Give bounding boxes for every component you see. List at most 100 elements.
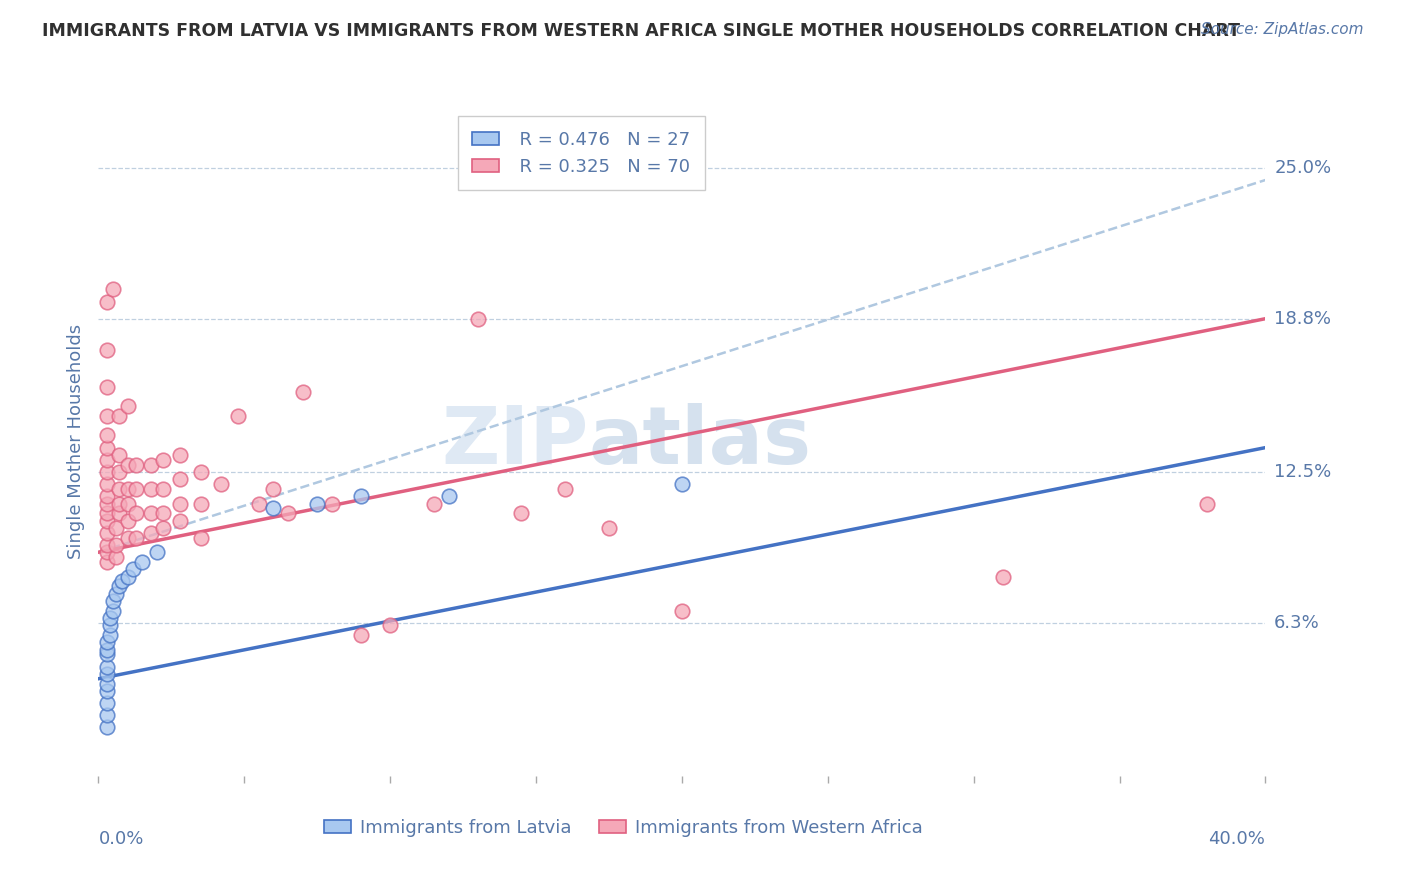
Point [101,594,124,608]
Point [96,659,118,673]
Point [190,497,212,511]
Point [307,497,329,511]
Point [125,506,148,520]
Point [117,569,139,583]
Point [423,497,446,511]
Point [111,574,134,589]
Point [96,708,118,723]
Point [117,399,139,413]
Point [96,441,118,455]
Text: IMMIGRANTS FROM LATVIA VS IMMIGRANTS FROM WESTERN AFRICA SINGLE MOTHER HOUSEHOLD: IMMIGRANTS FROM LATVIA VS IMMIGRANTS FRO… [42,22,1240,40]
Point [125,482,148,496]
Point [169,514,191,528]
Point [291,384,314,399]
Point [467,311,489,326]
Point [96,648,118,662]
Point [96,465,118,479]
Point [671,604,693,618]
Point [139,525,162,540]
Text: 6.3%: 6.3% [1274,614,1320,632]
Point [117,482,139,496]
Point [101,604,124,618]
Point [152,452,174,467]
Point [262,501,284,516]
Point [98,611,121,625]
Text: 0.0%: 0.0% [98,830,143,847]
Point [228,409,250,423]
Point [108,579,131,593]
Point [146,545,169,559]
Point [152,506,174,520]
Point [117,497,139,511]
Point [96,343,118,358]
Point [169,497,191,511]
Point [598,521,620,535]
Point [350,489,373,503]
Point [139,506,162,520]
Point [96,409,118,423]
Text: ZIP: ZIP [441,402,589,481]
Point [169,448,191,462]
Text: 25.0%: 25.0% [1274,159,1331,177]
Point [117,531,139,545]
Point [991,569,1014,583]
Point [437,489,460,503]
Point [96,452,118,467]
Y-axis label: Single Mother Households: Single Mother Households [66,324,84,559]
Point [190,465,212,479]
Point [104,586,127,600]
Point [96,642,118,657]
Point [96,538,118,552]
Point [350,628,373,642]
Point [104,521,127,535]
Point [277,506,299,520]
Point [125,458,148,472]
Point [671,477,693,491]
Point [380,618,402,632]
Point [152,521,174,535]
Point [108,409,131,423]
Point [139,482,162,496]
Point [96,514,118,528]
Point [131,555,153,569]
Point [98,618,121,632]
Point [96,555,118,569]
Legend: Immigrants from Latvia, Immigrants from Western Africa: Immigrants from Latvia, Immigrants from … [318,812,929,844]
Point [1195,497,1218,511]
Point [117,458,139,472]
Point [96,497,118,511]
Point [510,506,533,520]
Point [96,506,118,520]
Point [169,472,191,486]
Text: 18.8%: 18.8% [1274,310,1331,327]
Point [96,525,118,540]
Point [96,545,118,559]
Point [122,562,145,576]
Point [247,497,270,511]
Point [96,684,118,698]
Point [98,628,121,642]
Point [190,531,212,545]
Point [554,482,576,496]
Point [152,482,174,496]
Point [108,448,131,462]
Point [125,531,148,545]
Point [108,506,131,520]
Point [104,550,127,565]
Point [96,696,118,710]
Point [96,294,118,309]
Point [104,538,127,552]
Point [108,482,131,496]
Point [96,428,118,442]
Text: 12.5%: 12.5% [1274,463,1331,481]
Point [139,458,162,472]
Point [262,482,284,496]
Point [96,720,118,734]
Point [108,465,131,479]
Point [209,477,232,491]
Point [96,489,118,503]
Point [96,635,118,649]
Text: Source: ZipAtlas.com: Source: ZipAtlas.com [1201,22,1364,37]
Text: atlas: atlas [589,402,811,481]
Point [96,666,118,681]
